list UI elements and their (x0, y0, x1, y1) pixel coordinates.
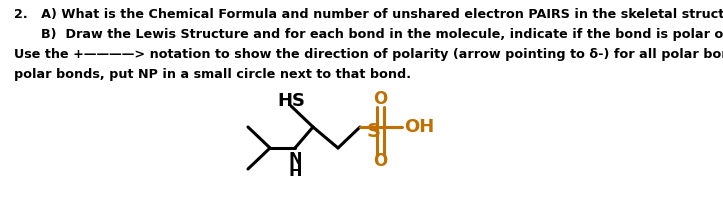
Text: OH: OH (404, 118, 435, 136)
Text: H: H (288, 164, 301, 179)
Text: 2.   A) What is the Chemical Formula and number of unshared electron PAIRS in th: 2. A) What is the Chemical Formula and n… (14, 8, 723, 21)
Text: S: S (367, 122, 381, 141)
Text: HS: HS (277, 92, 305, 110)
Text: O: O (373, 90, 387, 108)
Text: Use the +————> notation to show the direction of polarity (arrow pointing to δ-): Use the +————> notation to show the dire… (14, 48, 723, 61)
Text: N: N (288, 152, 301, 167)
Text: polar bonds, put NP in a small circle next to that bond.: polar bonds, put NP in a small circle ne… (14, 68, 411, 81)
Text: B)  Draw the Lewis Structure and for each bond in the molecule, indicate if the : B) Draw the Lewis Structure and for each… (14, 28, 723, 41)
Text: O: O (373, 152, 387, 170)
